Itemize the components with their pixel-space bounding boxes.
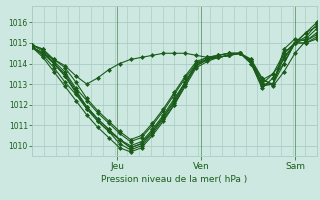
X-axis label: Pression niveau de la mer( hPa ): Pression niveau de la mer( hPa ) (101, 175, 248, 184)
